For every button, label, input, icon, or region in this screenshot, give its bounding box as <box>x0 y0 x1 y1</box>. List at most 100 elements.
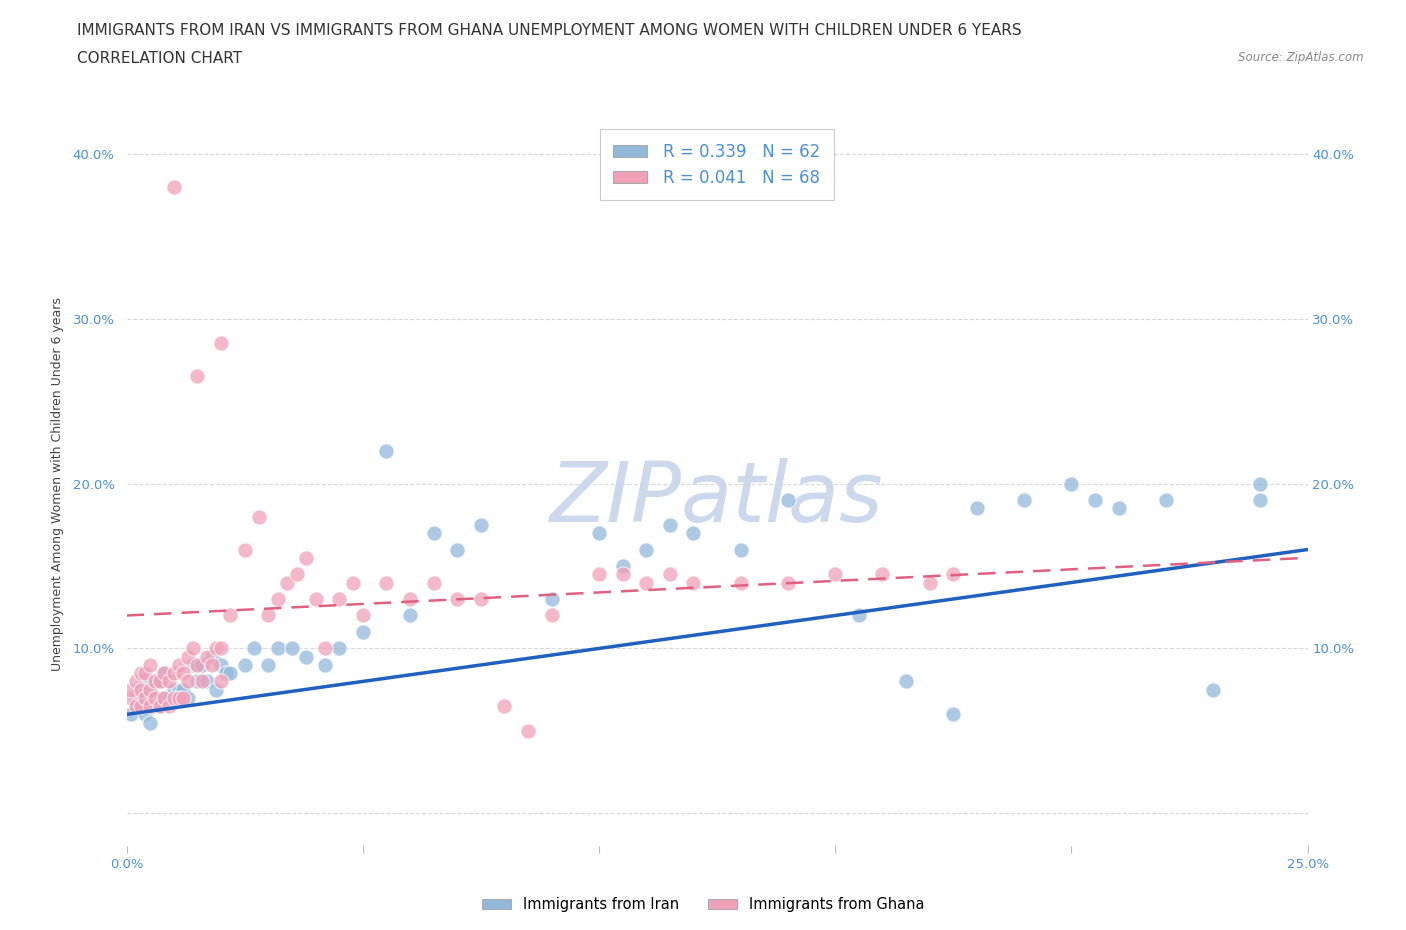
Point <box>172 666 194 681</box>
Point <box>267 641 290 656</box>
Point <box>942 567 965 582</box>
Point <box>730 542 752 557</box>
Point <box>470 517 492 532</box>
Point <box>257 608 280 623</box>
Point <box>186 369 208 384</box>
Point <box>352 608 374 623</box>
Point <box>776 575 799 590</box>
Point <box>125 690 148 705</box>
Point <box>446 591 468 606</box>
Point <box>125 698 148 713</box>
Point <box>143 698 166 713</box>
Point <box>209 641 232 656</box>
Point <box>517 724 540 738</box>
Point <box>167 683 190 698</box>
Point <box>342 575 364 590</box>
Point <box>257 658 280 672</box>
Point <box>328 641 350 656</box>
Point <box>215 666 238 681</box>
Point <box>682 525 704 540</box>
Point <box>658 517 681 532</box>
Point <box>636 542 658 557</box>
Point <box>139 715 162 730</box>
Point <box>375 575 398 590</box>
Point <box>134 674 156 689</box>
Point <box>399 608 422 623</box>
Point <box>149 698 172 713</box>
Point <box>177 674 200 689</box>
Point <box>129 698 152 713</box>
Point <box>139 683 162 698</box>
Point <box>295 649 318 664</box>
Point <box>1249 476 1271 491</box>
Point <box>422 575 444 590</box>
Point <box>588 567 610 582</box>
Point <box>375 444 398 458</box>
Point <box>247 509 270 524</box>
Point <box>172 683 194 698</box>
Point <box>139 658 162 672</box>
Point <box>540 608 562 623</box>
Point <box>153 666 176 681</box>
Point <box>588 525 610 540</box>
Point <box>894 674 917 689</box>
Point <box>352 625 374 640</box>
Y-axis label: Unemployment Among Women with Children Under 6 years: Unemployment Among Women with Children U… <box>52 297 65 671</box>
Point <box>872 567 894 582</box>
Point <box>233 542 256 557</box>
Point <box>658 567 681 582</box>
Point <box>1108 501 1130 516</box>
Point <box>129 683 152 698</box>
Point <box>143 674 166 689</box>
Point <box>149 674 172 689</box>
Text: CORRELATION CHART: CORRELATION CHART <box>77 51 242 66</box>
Point <box>143 674 166 689</box>
Point <box>540 591 562 606</box>
Point <box>1012 493 1035 508</box>
Point <box>149 698 172 713</box>
Text: Source: ZipAtlas.com: Source: ZipAtlas.com <box>1239 51 1364 64</box>
Text: ZIPatlas: ZIPatlas <box>550 458 884 538</box>
Point <box>1060 476 1083 491</box>
Point <box>304 591 326 606</box>
Point <box>233 658 256 672</box>
Point <box>209 674 232 689</box>
Point <box>134 690 156 705</box>
Point <box>157 674 180 689</box>
Point <box>205 683 228 698</box>
Point <box>120 707 142 722</box>
Point <box>163 666 186 681</box>
Point <box>942 707 965 722</box>
Point <box>285 567 308 582</box>
Point <box>186 674 208 689</box>
Point <box>1202 683 1225 698</box>
Point <box>848 608 870 623</box>
Point <box>314 641 336 656</box>
Point <box>422 525 444 540</box>
Point <box>153 666 176 681</box>
Point <box>143 690 166 705</box>
Point <box>1084 493 1107 508</box>
Point <box>157 690 180 705</box>
Point <box>139 683 162 698</box>
Point <box>267 591 290 606</box>
Point <box>682 575 704 590</box>
Point <box>195 674 218 689</box>
Point <box>205 641 228 656</box>
Point <box>181 658 204 672</box>
Point <box>134 666 156 681</box>
Point <box>191 674 214 689</box>
Point <box>129 666 152 681</box>
Point <box>129 698 152 713</box>
Point <box>918 575 941 590</box>
Point <box>186 658 208 672</box>
Point <box>219 608 242 623</box>
Point <box>191 658 214 672</box>
Point <box>163 690 186 705</box>
Point <box>209 658 232 672</box>
Point <box>966 501 988 516</box>
Point <box>209 336 232 351</box>
Point <box>181 641 204 656</box>
Point <box>125 674 148 689</box>
Text: IMMIGRANTS FROM IRAN VS IMMIGRANTS FROM GHANA UNEMPLOYMENT AMONG WOMEN WITH CHIL: IMMIGRANTS FROM IRAN VS IMMIGRANTS FROM … <box>77 23 1022 38</box>
